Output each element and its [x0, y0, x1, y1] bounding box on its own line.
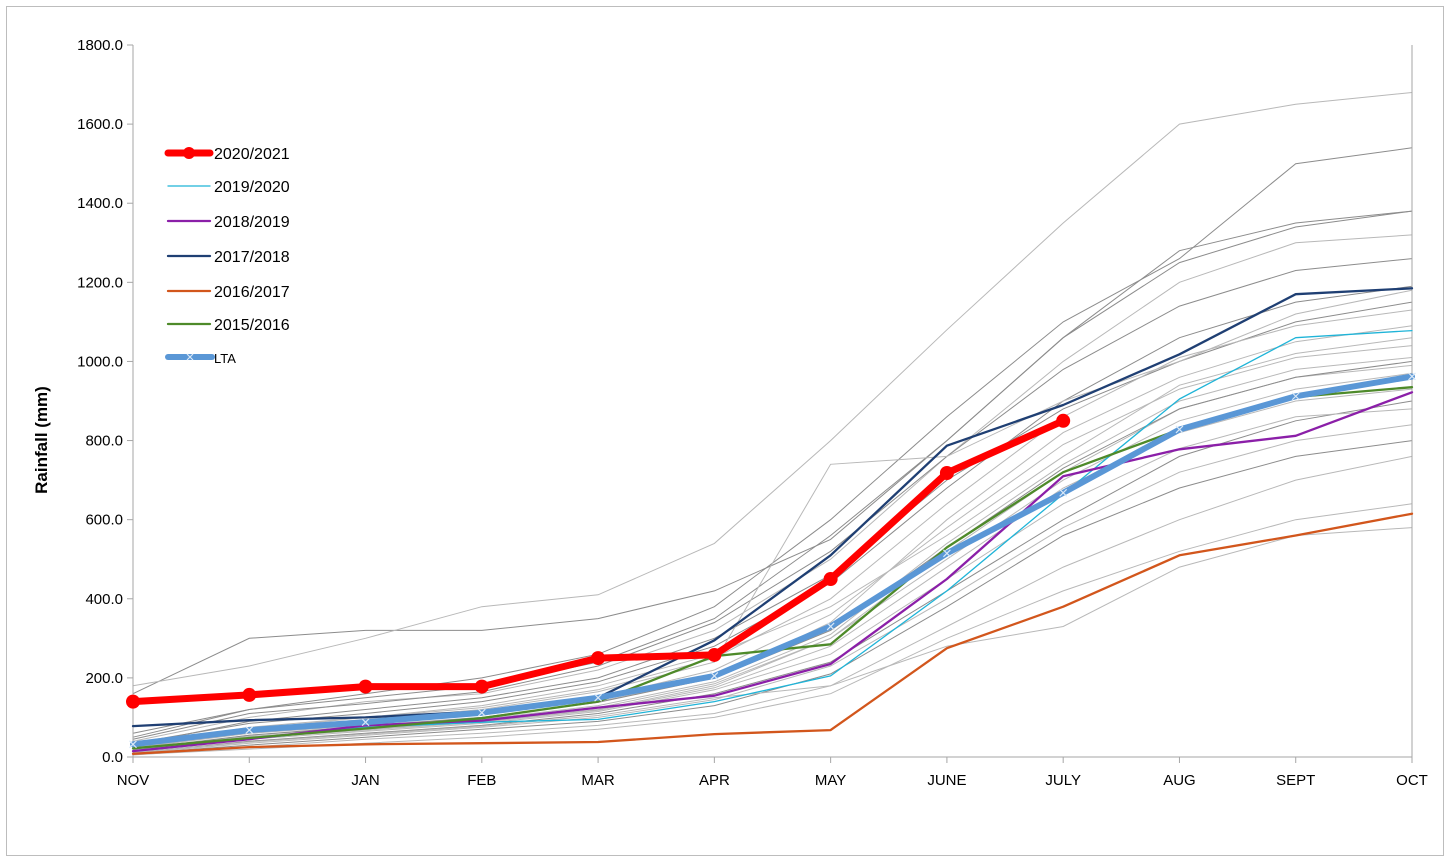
series-line	[131, 386, 1414, 750]
legend-label: 2018/2019	[214, 214, 290, 231]
series-2015-2016	[131, 386, 1414, 750]
data-point	[242, 687, 257, 702]
legend-item: 2016/2017	[166, 284, 290, 301]
data-point	[361, 718, 370, 727]
highlighted-series	[126, 287, 1416, 755]
legend-item: 2018/2019	[166, 214, 290, 231]
series-2016-2017	[131, 512, 1414, 755]
historical-season-line	[132, 388, 1413, 752]
data-point	[129, 740, 137, 749]
x-tick-label: JULY	[1045, 772, 1081, 789]
chart-frame	[6, 6, 1444, 856]
x-tick-label: MAY	[815, 772, 846, 789]
legend-label: 2015/2016	[214, 317, 290, 334]
x-tick-label: JAN	[351, 772, 379, 789]
x-tick-label: AUG	[1163, 772, 1196, 789]
data-point	[126, 694, 140, 709]
legend-item: 2015/2016	[166, 317, 290, 334]
legend-label: LTA	[214, 351, 236, 366]
historical-season-line	[132, 92, 1413, 687]
legend-label: 2020/2021	[214, 146, 290, 163]
data-point	[710, 671, 719, 680]
series-line	[130, 373, 1415, 748]
data-point	[1175, 425, 1184, 434]
data-point	[1291, 392, 1300, 401]
y-tick-label: 1400.0	[77, 195, 123, 212]
historical-season-line	[132, 210, 1413, 695]
y-tick-label: 600.0	[85, 512, 123, 529]
x-tick-label: DEC	[233, 772, 265, 789]
legend-item: LTA	[165, 351, 236, 366]
data-point	[826, 622, 835, 631]
legend-item: 2019/2020	[167, 179, 290, 196]
legend-marker	[183, 147, 195, 159]
axes: 0.0 200.0 400.0 600.0 800.0 1000.0 1200.0 1400.…	[77, 37, 1428, 789]
y-tick-label: 1000.0	[77, 353, 123, 370]
historical-season-line	[132, 325, 1413, 748]
data-point	[477, 708, 486, 717]
y-tick-label: 400.0	[85, 591, 123, 608]
historical-season-line	[132, 234, 1413, 742]
legend-label: 2019/2020	[214, 179, 290, 196]
y-tick-label: 1800.0	[77, 37, 123, 54]
y-tick-label: 1600.0	[77, 116, 123, 133]
data-point	[591, 651, 606, 666]
historical-season-line	[132, 285, 1413, 744]
historical-season-line	[132, 400, 1413, 754]
historical-season-line	[132, 309, 1413, 747]
x-tick-label: APR	[699, 772, 730, 789]
data-point	[474, 679, 489, 694]
y-tick-label: 1200.0	[77, 274, 123, 291]
legend-label: 2016/2017	[214, 284, 290, 301]
series-2018-2019	[131, 391, 1414, 753]
x-tick-label: MAR	[581, 772, 615, 789]
series-line	[131, 512, 1414, 755]
historical-season-line	[132, 364, 1413, 752]
series-2020-2021	[126, 413, 1071, 709]
series-2017-2018	[131, 287, 1414, 728]
historical-season-line	[132, 527, 1413, 754]
x-tick-label: FEB	[467, 772, 496, 789]
historical-season-line	[132, 301, 1413, 746]
data-point	[942, 549, 951, 558]
historical-season-line	[132, 258, 1413, 740]
historical-season-line	[132, 424, 1413, 754]
y-tick-label: 800.0	[85, 433, 123, 450]
historical-season-line	[132, 289, 1413, 746]
historical-season-line	[132, 408, 1413, 753]
historical-season-line	[132, 372, 1413, 751]
data-point	[707, 647, 722, 662]
data-point	[823, 572, 838, 586]
legend-item: 2017/2018	[166, 249, 290, 266]
series-line	[131, 391, 1414, 753]
historical-season-line	[132, 455, 1413, 756]
data-point	[245, 726, 254, 735]
data-point	[1059, 488, 1068, 497]
historical-season-line	[132, 210, 1413, 738]
x-tick-label: NOV	[117, 772, 150, 789]
y-axis-label: Rainfall (mm)	[32, 386, 51, 494]
y-tick-label: 200.0	[85, 670, 123, 687]
historical-season-line	[132, 440, 1413, 755]
historical-season-lines	[132, 92, 1413, 756]
legend-item: 2020/2021	[164, 146, 290, 163]
x-tick-label: SEPT	[1276, 772, 1315, 789]
legend: 2020/2021 2019/2020 2018/2019 2017/2018 2016…	[164, 146, 290, 366]
data-point	[594, 693, 603, 702]
x-tick-label: JUNE	[927, 772, 966, 789]
series-lta	[129, 372, 1416, 749]
data-point	[358, 679, 373, 694]
data-point	[1408, 372, 1416, 381]
legend-label: 2017/2018	[214, 249, 290, 266]
data-point	[939, 465, 954, 480]
legend-marker	[186, 353, 194, 361]
data-point	[1056, 413, 1071, 428]
historical-season-line	[132, 147, 1413, 734]
x-tick-label: OCT	[1396, 772, 1428, 789]
series-line	[131, 287, 1414, 728]
y-tick-label: 0.0	[102, 749, 123, 766]
